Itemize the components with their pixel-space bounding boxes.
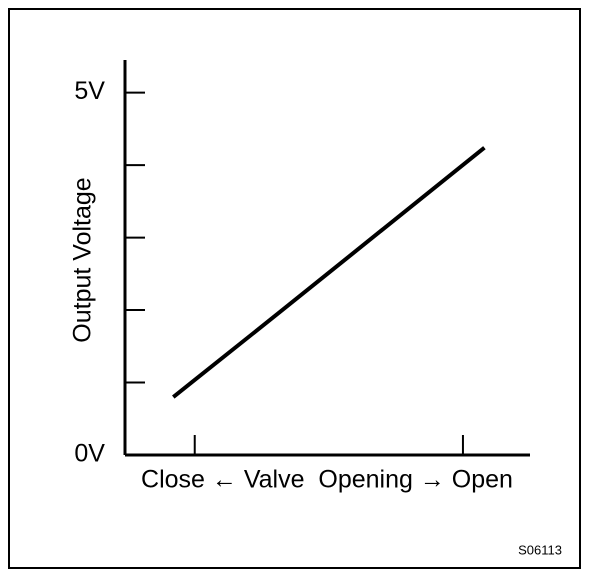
y-tick-label: 5V	[74, 77, 105, 105]
figure-code: S06113	[518, 542, 562, 557]
frame	[8, 8, 581, 569]
y-tick-label: 0V	[74, 440, 105, 468]
y-axis-label: Output Voltage	[69, 177, 97, 342]
data-line	[172, 146, 486, 399]
x-axis-label: Close ← Valve Opening → Open	[141, 466, 513, 494]
